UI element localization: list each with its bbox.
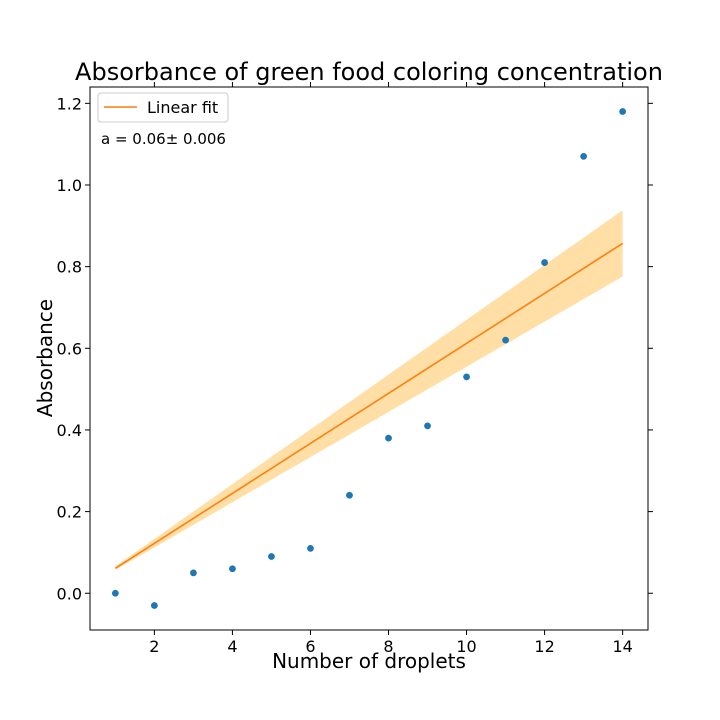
data-point bbox=[619, 108, 627, 115]
y-tick-label: 1.2 bbox=[57, 94, 82, 113]
data-point bbox=[541, 259, 548, 266]
data-point bbox=[111, 589, 119, 597]
fit-annotation: a = 0.06± 0.006 bbox=[101, 130, 226, 148]
x-axis-label: Number of droplets bbox=[272, 649, 466, 673]
data-point bbox=[424, 422, 431, 430]
x-tick-label: 12 bbox=[534, 637, 554, 656]
confidence-band bbox=[115, 210, 623, 570]
x-tick-label: 4 bbox=[227, 637, 237, 656]
legend: Linear fit bbox=[97, 92, 229, 123]
axes-frame bbox=[89, 86, 649, 631]
fit-line bbox=[114, 242, 624, 570]
data-point bbox=[268, 553, 275, 560]
x-tick-label: 14 bbox=[612, 637, 632, 656]
data-point bbox=[150, 602, 158, 609]
data-point bbox=[190, 569, 197, 577]
y-tick-label: 0.6 bbox=[57, 339, 82, 358]
data-point bbox=[385, 434, 392, 442]
data-point bbox=[502, 336, 509, 344]
chart-title: Absorbance of green food coloring concen… bbox=[75, 58, 663, 86]
data-point bbox=[580, 153, 588, 160]
legend-label: Linear fit bbox=[147, 98, 218, 117]
data-point bbox=[229, 565, 236, 573]
y-tick-label: 0.4 bbox=[57, 421, 82, 440]
x-tick-label: 8 bbox=[383, 637, 393, 656]
y-tick-label: 1.0 bbox=[57, 176, 82, 195]
y-axis-label: Absorbance bbox=[33, 299, 57, 417]
x-tick-label: 10 bbox=[456, 637, 476, 656]
data-point bbox=[346, 491, 353, 499]
y-tick-label: 0.2 bbox=[57, 503, 82, 522]
legend-box bbox=[97, 92, 229, 123]
data-point bbox=[307, 544, 314, 552]
x-tick-label: 6 bbox=[305, 637, 315, 656]
data-point bbox=[463, 373, 470, 381]
y-tick-label: 0.0 bbox=[57, 584, 82, 603]
plot-area: 2 4 6 8 10 12 14 0.0 0.2 0.4 0.6 0.8 1.0 1.2 Linear fi… bbox=[57, 82, 653, 656]
x-tick-label: 2 bbox=[149, 637, 159, 656]
y-tick-label: 0.8 bbox=[57, 258, 82, 277]
